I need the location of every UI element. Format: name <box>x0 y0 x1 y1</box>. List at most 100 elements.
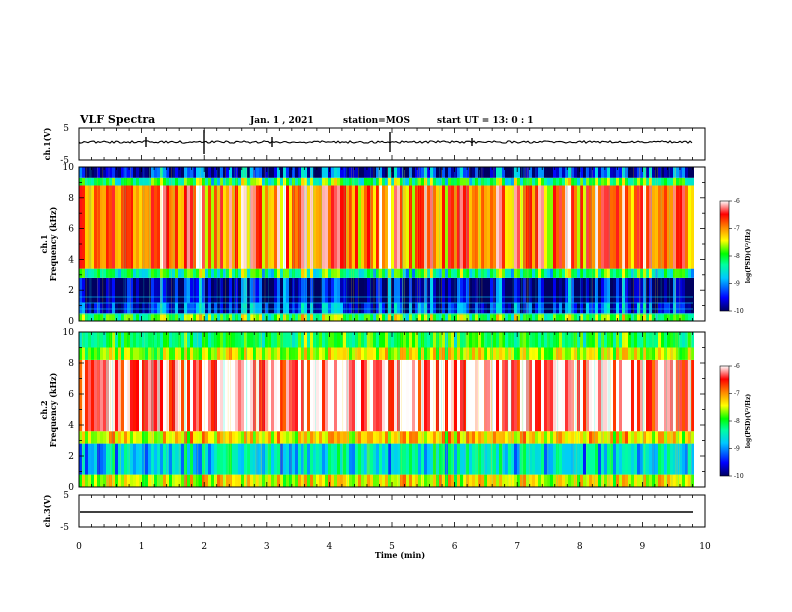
spectrogram-cell <box>598 359 601 432</box>
spectrogram-column <box>424 167 427 321</box>
spectrogram-column <box>397 332 400 487</box>
spectrogram-column <box>667 332 670 487</box>
spectrogram-cell <box>214 302 217 314</box>
spectrogram-cell <box>331 268 334 278</box>
spectrogram-cell <box>454 277 457 303</box>
spectrogram-cell <box>283 167 286 178</box>
spectrogram-cell <box>595 185 598 269</box>
spectrogram-cell <box>442 177 445 186</box>
spectrogram-cell <box>322 167 325 178</box>
spectrogram-cell <box>334 185 337 269</box>
spectrogram-cell <box>460 268 463 278</box>
spectrogram-cell <box>151 332 154 348</box>
spectrogram-cell <box>199 332 202 348</box>
spectrogram-cell <box>187 277 190 303</box>
spectrogram-cell <box>133 302 136 314</box>
spectrogram-cell <box>580 474 583 487</box>
spectrogram-column <box>157 167 160 321</box>
spectrogram-cell <box>556 443 559 475</box>
spectrogram-cell <box>193 167 196 178</box>
spectrogram-cell <box>436 177 439 186</box>
spectrogram-cell <box>382 347 385 360</box>
spectrogram-cell <box>211 185 214 269</box>
spectrogram-cell <box>448 474 451 487</box>
spectrogram-cell <box>232 302 235 314</box>
spectrogram-cell <box>382 474 385 487</box>
spectrogram-cell <box>679 185 682 269</box>
spectrogram-cell <box>424 167 427 178</box>
spectrogram-cell <box>85 474 88 487</box>
spectrogram-cell <box>175 185 178 269</box>
spectrogram-cell <box>205 277 208 303</box>
spectrogram-cell <box>451 313 454 321</box>
spectrogram-cell <box>463 167 466 178</box>
spectrogram-cell <box>232 474 235 487</box>
spectrogram-cell <box>604 185 607 269</box>
spectrogram-column <box>427 167 430 321</box>
spectrogram-cell <box>517 443 520 475</box>
spectrogram-cell <box>136 302 139 314</box>
spectrogram-cell <box>262 167 265 178</box>
spectrogram-cell <box>397 268 400 278</box>
spectrogram-cell <box>433 443 436 475</box>
spectrogram-cell <box>349 431 352 444</box>
spectrogram-cell <box>268 302 271 314</box>
spectrogram-cell <box>631 359 634 432</box>
spectrogram-column <box>412 332 415 487</box>
spectrogram-cell <box>499 268 502 278</box>
spectrogram-cell <box>631 332 634 348</box>
spectrogram-cell <box>250 359 253 432</box>
spectrogram-cell <box>172 347 175 360</box>
spectrogram-cell <box>265 347 268 360</box>
spectrogram-cell <box>589 177 592 186</box>
spectrogram-cell <box>106 302 109 314</box>
spectrogram-column <box>484 332 487 487</box>
spectrogram-cell <box>262 277 265 303</box>
spectrogram-cell <box>601 177 604 186</box>
spectrogram-cell <box>358 177 361 186</box>
spectrogram-cell <box>226 185 229 269</box>
spectrogram-cell <box>598 443 601 475</box>
spectrogram-cell <box>550 359 553 432</box>
spectrogram-column <box>643 332 646 487</box>
spectrogram-cell <box>595 277 598 303</box>
spectrogram-cell <box>274 302 277 314</box>
spectrogram-cell <box>427 185 430 269</box>
spectrogram-cell <box>394 177 397 186</box>
spectrogram-cell <box>571 268 574 278</box>
spectrogram-cell <box>622 185 625 269</box>
spectrogram-cell <box>124 268 127 278</box>
spectrogram-cell <box>367 167 370 178</box>
spectrogram-cell <box>430 431 433 444</box>
spectrogram-cell <box>478 474 481 487</box>
spectrogram-cell <box>406 177 409 186</box>
spectrogram-cell <box>193 332 196 348</box>
spectrogram-cell <box>226 277 229 303</box>
spectrogram-cell <box>568 332 571 348</box>
spectrogram-column <box>676 332 679 487</box>
spectrogram-cell <box>421 302 424 314</box>
spectrogram-cell <box>265 443 268 475</box>
spectrogram-cell <box>532 268 535 278</box>
spectrogram-cell <box>355 277 358 303</box>
spectrogram-cell <box>406 431 409 444</box>
spectrogram-column <box>559 332 562 487</box>
spectrogram-cell <box>160 431 163 444</box>
spectrogram-cell <box>355 177 358 186</box>
spectrogram-cell <box>283 474 286 487</box>
spectrogram-cell <box>646 177 649 186</box>
spectrogram-cell <box>328 359 331 432</box>
spectrogram-cell <box>673 474 676 487</box>
spectrogram-cell <box>118 177 121 186</box>
spectrogram-cell <box>322 431 325 444</box>
spectrogram-cell <box>451 302 454 314</box>
spectrogram-column <box>214 167 217 321</box>
spectrogram-cell <box>592 277 595 303</box>
spectrogram-column <box>334 167 337 321</box>
spectrogram-cell <box>547 302 550 314</box>
spectrogram-cell <box>151 277 154 303</box>
spectrogram-column <box>490 332 493 487</box>
spectrogram-cell <box>637 474 640 487</box>
spectrogram-cell <box>673 277 676 303</box>
spectrogram-cell <box>100 268 103 278</box>
